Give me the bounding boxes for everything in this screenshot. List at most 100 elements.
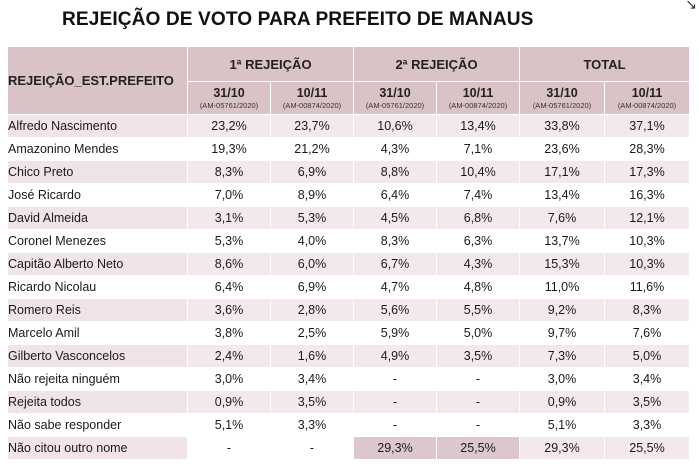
- table-row: Não citou outro nome - - 29,3% 25,5% 29,…: [7, 436, 690, 460]
- table-row: Ricardo Nicolau 6,4% 6,9% 4,7% 4,8% 11,0…: [7, 275, 690, 299]
- table-cell: 3,1%: [187, 206, 271, 230]
- table-cell: 28,3%: [604, 137, 690, 161]
- table-cell: 2,8%: [270, 298, 354, 322]
- table-cell: 29,3%: [519, 436, 605, 460]
- candidate-name: Capitão Alberto Neto: [7, 252, 188, 276]
- table-cell: 7,4%: [436, 183, 520, 207]
- table-cell: 7,0%: [187, 183, 271, 207]
- table-cell: 17,1%: [519, 160, 605, 184]
- table-cell: 3,5%: [604, 390, 690, 414]
- table-cell: 2,5%: [270, 321, 354, 345]
- table-cell: 23,2%: [187, 114, 271, 138]
- table-cell: 23,6%: [519, 137, 605, 161]
- date-label: 31/10: [546, 86, 578, 100]
- table-cell: 13,7%: [519, 229, 605, 253]
- table-cell: 6,7%: [353, 252, 437, 276]
- table-cell: 3,4%: [270, 367, 354, 391]
- table-cell: 0,9%: [187, 390, 271, 414]
- candidate-name: Não sabe responder: [7, 413, 188, 437]
- candidate-name: Amazonino Mendes: [7, 137, 188, 161]
- table-cell: -: [353, 390, 437, 414]
- table-cell: 23,7%: [270, 114, 354, 138]
- table-cell: 7,6%: [604, 321, 690, 345]
- date-header: 10/11 (AM-00874/2020): [604, 81, 690, 115]
- table-cell: 25,5%: [436, 436, 520, 460]
- table-cell: 17,3%: [604, 160, 690, 184]
- candidate-name: Rejeita todos: [7, 390, 188, 414]
- table-row: Marcelo Amil 3,8% 2,5% 5,9% 5,0% 9,7% 7,…: [7, 321, 690, 345]
- table-cell: 5,3%: [187, 229, 271, 253]
- table-cell: 9,7%: [519, 321, 605, 345]
- table-cell: -: [270, 436, 354, 460]
- table-cell: 3,0%: [519, 367, 605, 391]
- table-cell: 4,3%: [353, 137, 437, 161]
- table-row: Capitão Alberto Neto 8,6% 6,0% 6,7% 4,3%…: [7, 252, 690, 276]
- table-cell: 21,2%: [270, 137, 354, 161]
- table-cell: 12,1%: [604, 206, 690, 230]
- table-cell: 2,4%: [187, 344, 271, 368]
- table-row: Não rejeita ninguém 3,0% 3,4% - - 3,0% 3…: [7, 367, 690, 391]
- table-cell: -: [436, 390, 520, 414]
- date-header: 31/10 (AM-05761/2020): [519, 81, 605, 115]
- table-cell: 15,3%: [519, 252, 605, 276]
- table-cell: 8,3%: [604, 298, 690, 322]
- table-cell: 10,3%: [604, 229, 690, 253]
- candidate-name: José Ricardo: [7, 183, 188, 207]
- table-cell: -: [436, 413, 520, 437]
- table-cell: 6,8%: [436, 206, 520, 230]
- table-row: Rejeita todos 0,9% 3,5% - - 0,9% 3,5%: [7, 390, 690, 414]
- candidate-name: Marcelo Amil: [7, 321, 188, 345]
- corner-arrow-icon: ↘: [685, 0, 697, 12]
- table-cell: 4,3%: [436, 252, 520, 276]
- table-cell: -: [187, 436, 271, 460]
- table-cell: 11,0%: [519, 275, 605, 299]
- table-row: Não sabe responder 5,1% 3,3% - - 5,1% 3,…: [7, 413, 690, 437]
- table-cell: 4,8%: [436, 275, 520, 299]
- survey-code: (AM-00874/2020): [617, 100, 677, 110]
- table-cell: 8,8%: [353, 160, 437, 184]
- table-cell: 3,0%: [187, 367, 271, 391]
- survey-code: (AM-05761/2020): [365, 100, 425, 110]
- table-cell: 11,6%: [604, 275, 690, 299]
- table-cell: 4,0%: [270, 229, 354, 253]
- table-row: Coronel Menezes 5,3% 4,0% 8,3% 6,3% 13,7…: [7, 229, 690, 253]
- candidate-name: Alfredo Nascimento: [7, 114, 188, 138]
- table-cell: 1,6%: [270, 344, 354, 368]
- table-cell: 10,6%: [353, 114, 437, 138]
- table-cell: 6,4%: [353, 183, 437, 207]
- date-header: 10/11 (AM-00874/2020): [436, 81, 520, 115]
- group-header-first-rejection: 1ª REJEIÇÃO: [187, 46, 354, 82]
- table-cell: 7,3%: [519, 344, 605, 368]
- date-label: 31/10: [379, 86, 411, 100]
- group-header-second-rejection: 2ª REJEIÇÃO: [353, 46, 520, 82]
- date-label: 10/11: [296, 86, 328, 100]
- table-row: Chico Preto 8,3% 6,9% 8,8% 10,4% 17,1% 1…: [7, 160, 690, 184]
- table-cell: 13,4%: [519, 183, 605, 207]
- table-cell: 3,8%: [187, 321, 271, 345]
- date-header: 10/11 (AM-00874/2020): [270, 81, 354, 115]
- table-cell: 3,4%: [604, 367, 690, 391]
- table-cell: 3,6%: [187, 298, 271, 322]
- table-cell: 37,1%: [604, 114, 690, 138]
- row-header-label: REJEIÇÃO_EST.PREFEITO: [7, 46, 188, 115]
- survey-code: (AM-00874/2020): [448, 100, 508, 110]
- table-cell: -: [353, 413, 437, 437]
- date-header: 31/10 (AM-05761/2020): [187, 81, 271, 115]
- table-cell: 5,3%: [270, 206, 354, 230]
- survey-code: (AM-05761/2020): [199, 100, 259, 110]
- table-cell: 5,9%: [353, 321, 437, 345]
- table-cell: 6,3%: [436, 229, 520, 253]
- table-cell: 4,5%: [353, 206, 437, 230]
- table-row: Romero Reis 3,6% 2,8% 5,6% 5,5% 9,2% 8,3…: [7, 298, 690, 322]
- table-cell: 0,9%: [519, 390, 605, 414]
- candidate-name: Gilberto Vasconcelos: [7, 344, 188, 368]
- table-cell: 6,4%: [187, 275, 271, 299]
- candidate-name: Não citou outro nome: [7, 436, 188, 460]
- table-cell: 5,0%: [436, 321, 520, 345]
- table-cell: 4,7%: [353, 275, 437, 299]
- table-cell: 19,3%: [187, 137, 271, 161]
- candidate-name: David Almeida: [7, 206, 188, 230]
- date-label: 10/11: [462, 86, 494, 100]
- candidate-name: Romero Reis: [7, 298, 188, 322]
- rejection-table: REJEIÇÃO_EST.PREFEITO 1ª REJEIÇÃO 2ª REJ…: [7, 46, 690, 460]
